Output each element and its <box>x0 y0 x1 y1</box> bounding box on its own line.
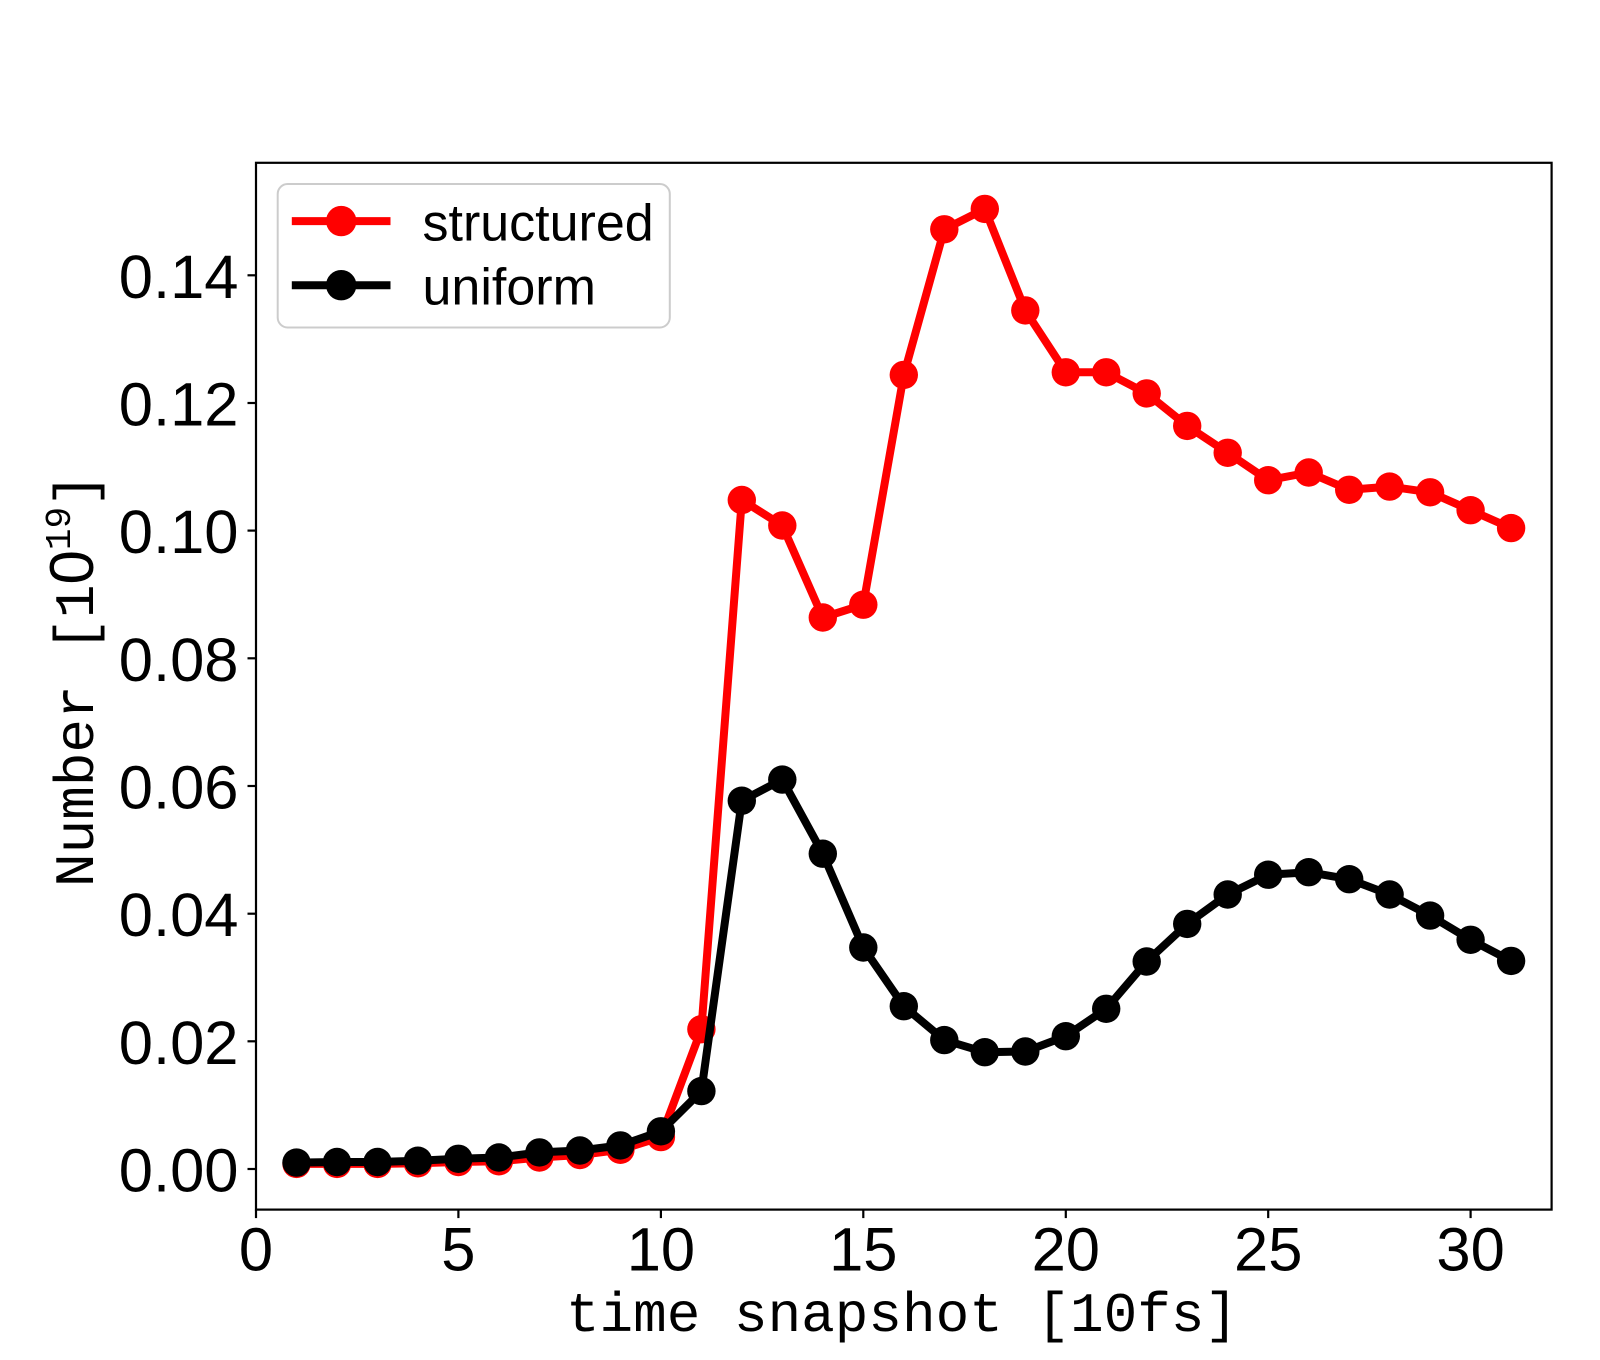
svg-text:10: 10 <box>627 1216 695 1285</box>
svg-text:0.02: 0.02 <box>119 1009 239 1078</box>
svg-text:25: 25 <box>1234 1216 1302 1285</box>
svg-text:30: 30 <box>1436 1216 1504 1285</box>
svg-text:time snapshot [10fs]: time snapshot [10fs] <box>566 1284 1238 1348</box>
svg-text:0.14: 0.14 <box>119 243 239 312</box>
svg-text:0.08: 0.08 <box>119 626 239 695</box>
svg-text:0.12: 0.12 <box>119 371 239 440</box>
svg-text:0: 0 <box>239 1216 273 1285</box>
svg-text:15: 15 <box>829 1216 897 1285</box>
svg-text:0.04: 0.04 <box>119 881 239 950</box>
svg-text:20: 20 <box>1032 1216 1100 1285</box>
svg-text:5: 5 <box>441 1216 475 1285</box>
svg-text:0.10: 0.10 <box>119 498 239 567</box>
svg-text:0.00: 0.00 <box>119 1137 239 1206</box>
svg-text:uniform: uniform <box>423 258 596 316</box>
svg-text:structured: structured <box>423 194 654 252</box>
svg-text:0.06: 0.06 <box>119 754 239 823</box>
